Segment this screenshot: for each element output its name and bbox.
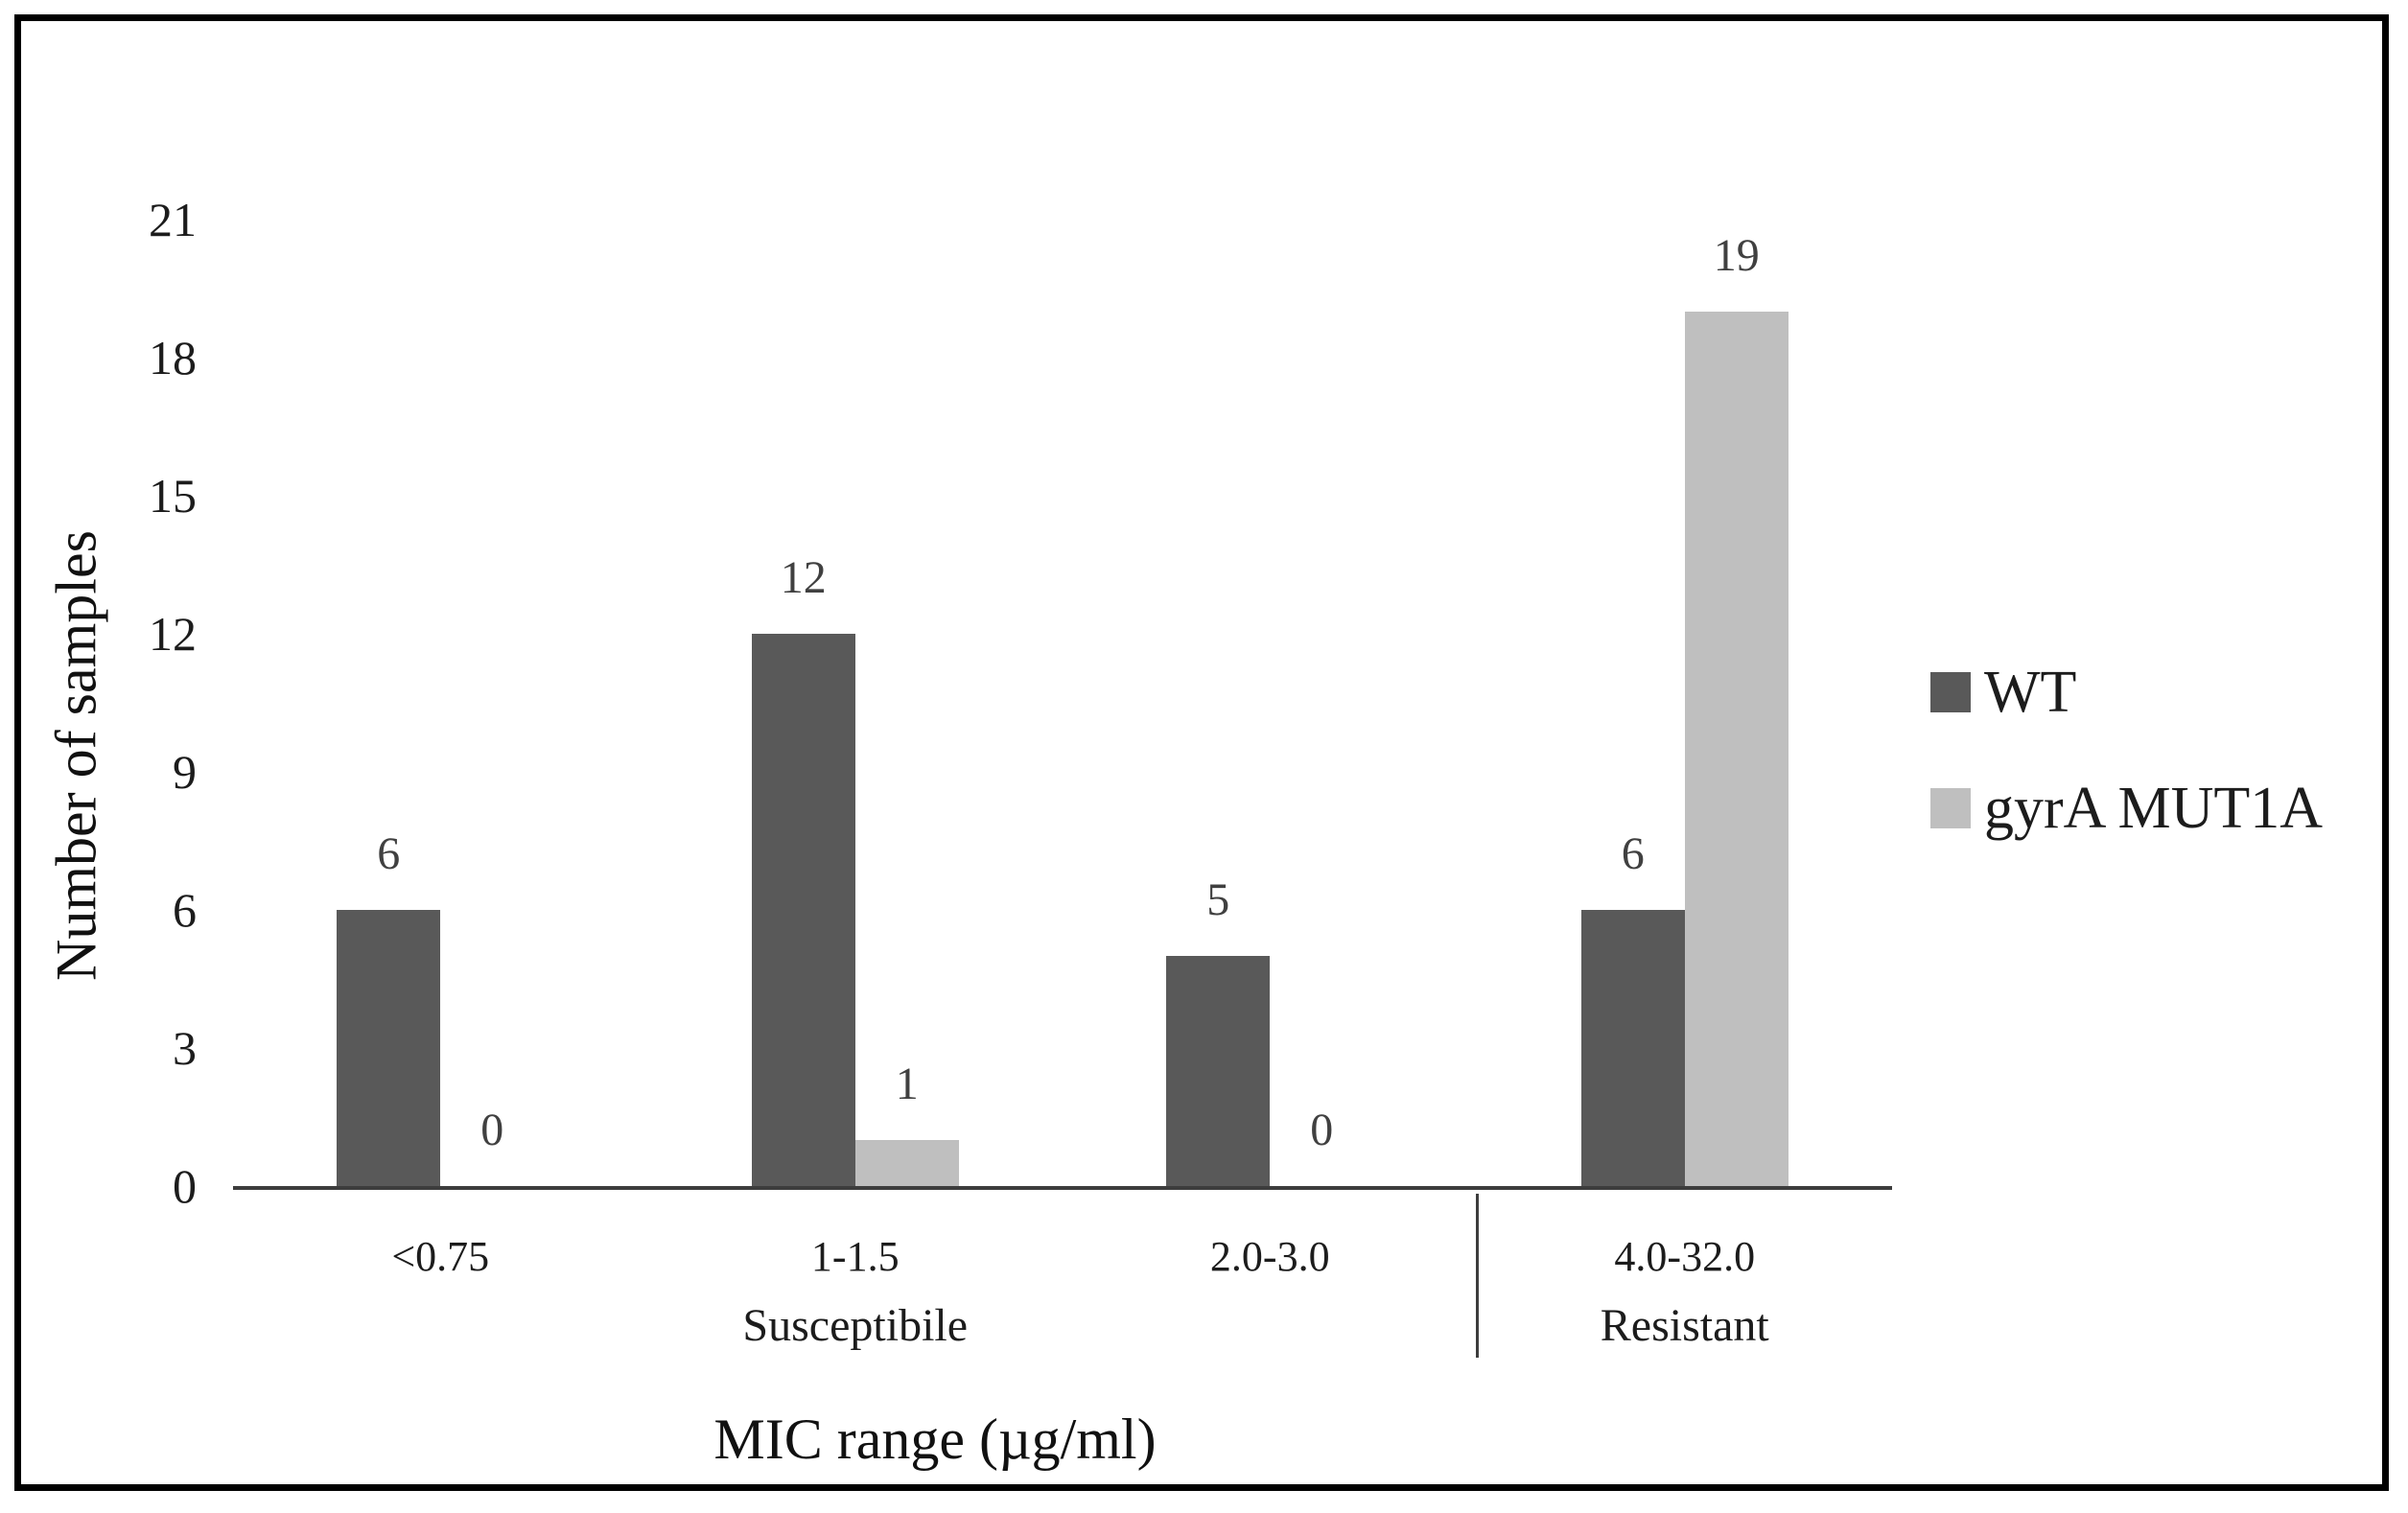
data-label-wt-3: 6: [1621, 828, 1645, 879]
bar-mut-3: [1684, 312, 1788, 1188]
legend-label-0: WT: [1984, 660, 2077, 725]
y-tick-label-3: 3: [173, 1021, 197, 1075]
group-label-resistant: Resistant: [1600, 1300, 1769, 1351]
x-axis-line: [233, 1186, 1892, 1190]
bar-wt-0: [337, 910, 441, 1188]
y-tick-label-18: 18: [149, 331, 197, 384]
y-tick-label-6: 6: [173, 883, 197, 937]
x-axis-title: MIC range (µg/ml): [713, 1408, 1157, 1471]
bar-mut-1: [854, 1140, 959, 1188]
y-tick-label-0: 0: [173, 1159, 197, 1213]
y-tick-label-21: 21: [149, 193, 197, 246]
y-tick-label-12: 12: [149, 607, 197, 661]
category-label-0: <0.75: [391, 1233, 490, 1280]
group-label-susceptibile: Susceptibile: [742, 1300, 969, 1351]
category-label-1: 1-1.5: [810, 1233, 900, 1280]
bar-wt-3: [1580, 910, 1685, 1188]
y-axis-title: Number of samples: [44, 530, 108, 981]
data-label-mut-1: 1: [895, 1059, 919, 1109]
group-divider: [1476, 1194, 1479, 1358]
data-label-wt-1: 12: [780, 552, 827, 603]
legend-row-1: gyrA MUT1A: [1930, 779, 2323, 838]
data-label-mut-2: 0: [1310, 1105, 1334, 1155]
bar-wt-1: [751, 634, 855, 1188]
legend-label-1: gyrA MUT1A: [1984, 776, 2324, 841]
data-label-wt-2: 5: [1206, 874, 1230, 925]
data-label-wt-0: 6: [377, 828, 401, 879]
legend-swatch-icon-1: [1930, 788, 1971, 828]
bar-wt-2: [1166, 956, 1271, 1188]
legend-swatch-icon-0: [1930, 672, 1971, 712]
figure-frame: [14, 14, 2389, 1491]
y-tick-label-9: 9: [173, 745, 197, 799]
data-label-mut-3: 19: [1713, 230, 1760, 281]
legend-row-0: WT: [1930, 663, 2076, 722]
y-tick-label-15: 15: [149, 469, 197, 523]
data-label-mut-0: 0: [480, 1105, 504, 1155]
category-label-3: 4.0-32.0: [1614, 1233, 1756, 1280]
category-label-2: 2.0-3.0: [1209, 1233, 1330, 1280]
